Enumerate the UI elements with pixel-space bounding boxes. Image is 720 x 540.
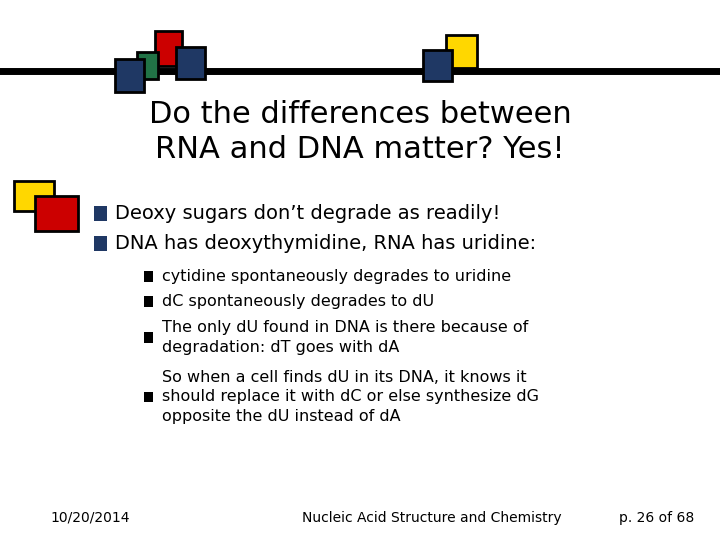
Bar (94, 236, 107, 251)
Text: dC spontaneously degrades to dU: dC spontaneously degrades to dU (162, 294, 434, 309)
Bar (94, 206, 107, 221)
Text: cytidine spontaneously degrades to uridine: cytidine spontaneously degrades to uridi… (162, 269, 511, 284)
Bar (35, 196, 78, 231)
Bar (155, 31, 182, 66)
Bar (144, 392, 153, 402)
Text: 10/20/2014: 10/20/2014 (50, 511, 130, 525)
Text: Nucleic Acid Structure and Chemistry: Nucleic Acid Structure and Chemistry (302, 511, 562, 525)
Bar (137, 52, 158, 79)
Bar (14, 181, 54, 211)
Bar (423, 50, 452, 81)
Bar (144, 271, 153, 282)
Bar (176, 47, 205, 79)
Bar (446, 35, 477, 68)
Text: So when a cell finds dU in its DNA, it knows it
should replace it with dC or els: So when a cell finds dU in its DNA, it k… (162, 370, 539, 423)
Bar (144, 332, 153, 343)
Bar (144, 296, 153, 307)
Text: DNA has deoxythymidine, RNA has uridine:: DNA has deoxythymidine, RNA has uridine: (115, 234, 536, 253)
Text: The only dU found in DNA is there because of
degradation: dT goes with dA: The only dU found in DNA is there becaus… (162, 320, 528, 355)
Text: Deoxy sugars don’t degrade as readily!: Deoxy sugars don’t degrade as readily! (115, 204, 500, 224)
Bar (115, 59, 144, 92)
Text: Do the differences between
RNA and DNA matter? Yes!: Do the differences between RNA and DNA m… (148, 100, 572, 164)
Text: p. 26 of 68: p. 26 of 68 (619, 511, 695, 525)
